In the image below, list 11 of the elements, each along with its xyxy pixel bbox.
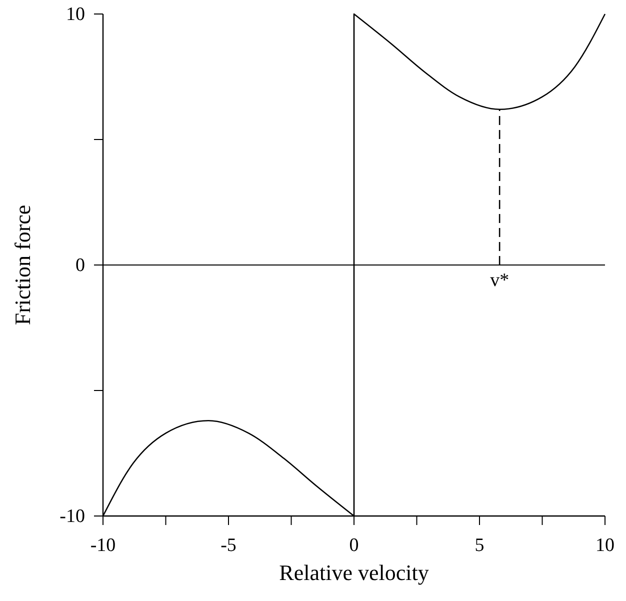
- y-tick-label: 10: [66, 4, 85, 25]
- x-axis-title: Relative velocity: [279, 560, 429, 585]
- x-tick-label: 0: [349, 535, 359, 556]
- x-tick-label: 5: [474, 535, 484, 556]
- x-tick-label: -10: [90, 535, 116, 556]
- y-tick-label: -10: [60, 506, 85, 527]
- x-tick-label: -5: [220, 535, 236, 556]
- y-axis-title: Friction force: [10, 204, 35, 326]
- annotation: v*: [490, 270, 510, 291]
- y-tick-label: 0: [76, 255, 85, 276]
- x-tick-label: 10: [596, 535, 614, 556]
